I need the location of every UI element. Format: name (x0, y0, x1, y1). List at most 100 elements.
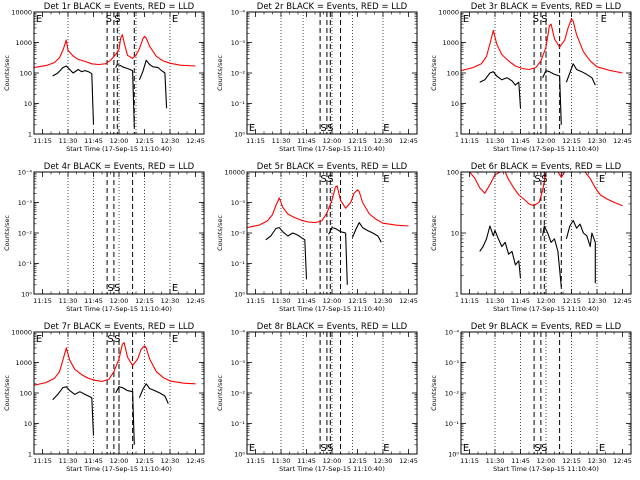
event-marker: S (114, 283, 120, 294)
event-marker: E (383, 123, 389, 134)
y-tick-label: 100 (20, 70, 32, 78)
x-tick-label: 11:45 (297, 137, 316, 145)
y-axis-label: Counts/sec (430, 215, 438, 251)
y-tick-label: 100 (447, 169, 459, 177)
event-marker: S (534, 174, 540, 185)
x-axis-label: Start Time (17-Sep-15 11:10:40) (493, 305, 599, 313)
x-tick-label: 11:45 (511, 137, 530, 145)
y-tick-label: 10⁻³ (231, 199, 246, 207)
y-tick-label: 10⁻² (231, 390, 246, 398)
x-tick-label: 12:00 (110, 137, 129, 145)
y-tick-label: 10000 (11, 329, 32, 337)
chart-panel-6: Det 6r BLACK = Events, RED = LLDS S E11010… (430, 162, 632, 313)
event-marker: S (541, 443, 547, 454)
y-tick-label: 10⁰ (21, 291, 32, 299)
y-tick-label: 10⁻³ (18, 199, 33, 207)
series-group (34, 343, 196, 445)
x-tick-label: 12:15 (562, 297, 581, 305)
x-tick-label: 11:15 (460, 297, 479, 305)
x-axis-label: Start Time (17-Sep-15 11:10:40) (493, 465, 599, 473)
y-tick-label: 10⁻⁴ (231, 9, 246, 17)
x-tick-label: 11:15 (460, 457, 479, 465)
y-tick-label: 10000 (11, 9, 32, 17)
y-tick-label: 10 (24, 100, 32, 108)
x-tick-label: 12:00 (537, 297, 556, 305)
x-tick-label: 12:15 (348, 137, 367, 145)
y-tick-label: 10⁻¹ (231, 260, 246, 268)
x-tick-label: 12:00 (537, 137, 556, 145)
x-tick-label: 12:30 (588, 297, 607, 305)
y-tick-label: 10⁻² (18, 230, 33, 238)
y-axis-label: Counts/sec (216, 215, 224, 251)
events-series-line (480, 64, 596, 125)
y-tick-label: 1 (28, 451, 32, 459)
event-marker: E (463, 443, 469, 454)
x-tick-label: 12:15 (562, 457, 581, 465)
x-tick-label: 12:00 (323, 457, 342, 465)
x-axis-label: Start Time (17-Sep-15 11:10:40) (279, 305, 385, 313)
y-tick-label: 10⁻³ (445, 359, 460, 367)
chart-title: Det 2r BLACK = Events, RED = LLD (257, 2, 408, 12)
series-group (461, 19, 623, 125)
y-tick-label: 10⁻⁴ (445, 329, 460, 337)
y-tick-label: 100 (20, 390, 32, 398)
chart-panel-7: Det 7r BLACK = Events, RED = LLDE S S E1101… (3, 322, 205, 473)
x-tick-label: 12:00 (110, 297, 129, 305)
y-axis-label: Counts/sec (216, 375, 224, 411)
x-tick-label: 12:00 (537, 457, 556, 465)
y-tick-label: 10 (24, 420, 32, 428)
x-tick-label: 11:15 (33, 297, 52, 305)
x-tick-label: 11:15 (246, 137, 265, 145)
y-tick-label: 1000 (15, 39, 32, 47)
x-tick-label: 11:15 (460, 137, 479, 145)
x-tick-label: 12:15 (135, 137, 154, 145)
y-tick-label: 10 (451, 100, 459, 108)
event-marker: E (599, 174, 605, 185)
chart-panel-4: Det 4r BLACK = Events, RED = LLDS S E10⁰10… (3, 162, 205, 313)
y-tick-label: 10000 (438, 9, 459, 17)
y-tick-label: 10⁻¹ (18, 260, 33, 268)
event-marker: S (541, 14, 547, 25)
x-tick-label: 12:30 (374, 137, 393, 145)
x-tick-label: 11:45 (297, 457, 316, 465)
events-series-line (53, 60, 167, 127)
x-tick-label: 12:00 (323, 137, 342, 145)
y-tick-label: 1000 (442, 39, 459, 47)
y-tick-label: 10⁻³ (231, 359, 246, 367)
series-group (247, 186, 409, 285)
event-marker: S (327, 443, 333, 454)
x-tick-label: 12:15 (562, 137, 581, 145)
x-tick-label: 12:15 (348, 297, 367, 305)
x-tick-label: 12:45 (186, 137, 205, 145)
y-tick-label: 10000 (224, 169, 245, 177)
y-tick-label: 10⁻¹ (231, 100, 246, 108)
x-axis-label: Start Time (17-Sep-15 11:10:40) (66, 465, 172, 473)
x-tick-label: 11:30 (59, 137, 78, 145)
x-axis-label: Start Time (17-Sep-15 11:10:40) (66, 145, 172, 153)
event-marker: S (114, 14, 120, 25)
x-tick-label: 12:00 (110, 457, 129, 465)
x-tick-label: 11:45 (511, 297, 530, 305)
x-tick-label: 11:45 (84, 137, 103, 145)
chart-title: Det 3r BLACK = Events, RED = LLD (471, 2, 622, 12)
chart-panel-5: Det 5r BLACK = Events, RED = LLD S S E 10⁰ 10… (216, 162, 418, 313)
y-tick-label: 10⁻² (231, 70, 246, 78)
x-tick-label: 12:30 (161, 457, 180, 465)
y-axis-label: Counts/sec (3, 375, 11, 411)
chart-title: Det 8r BLACK = Events, RED = LLD (257, 322, 408, 332)
y-tick-label: 100 (447, 70, 459, 78)
y-tick-label: 10⁰ (234, 131, 245, 139)
x-tick-label: 11:15 (246, 297, 265, 305)
x-tick-label: 11:30 (486, 137, 505, 145)
y-axis-label: Counts/sec (3, 215, 11, 251)
x-tick-label: 12:45 (613, 457, 632, 465)
x-tick-label: 11:30 (486, 297, 505, 305)
x-tick-label: 11:30 (272, 297, 291, 305)
y-tick-label: 10⁻² (231, 230, 246, 238)
x-tick-label: 12:45 (186, 457, 205, 465)
y-tick-label: 10⁰ (448, 451, 459, 459)
y-axis-label: Counts/sec (430, 55, 438, 91)
